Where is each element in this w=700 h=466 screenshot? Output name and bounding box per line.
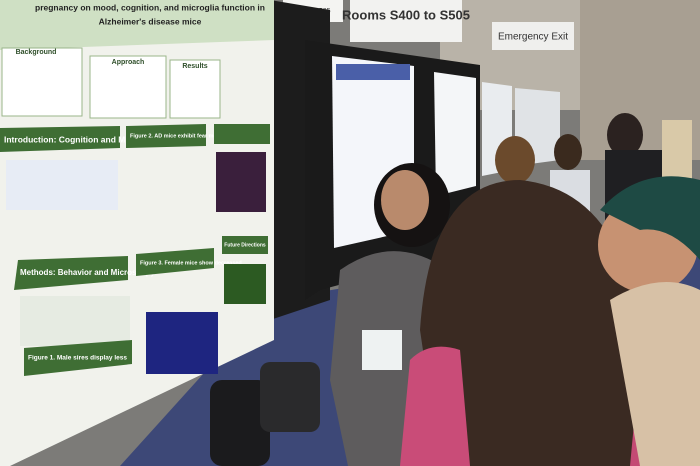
person (554, 134, 582, 170)
box (1, 47, 83, 117)
person (607, 113, 643, 157)
figure (20, 296, 130, 346)
box-title: Background (16, 49, 57, 56)
badge (362, 330, 402, 370)
foreground-hair (420, 180, 690, 466)
microscopy (146, 312, 218, 374)
section-title: Methods: Behavior and Microscopy (20, 268, 156, 277)
figure-title: Future Directions (224, 242, 266, 248)
poster-title: Alzheimer's disease mice (99, 16, 202, 26)
poster-3 (434, 72, 476, 196)
figure-bar (136, 248, 214, 276)
foreground-shirt (400, 346, 470, 466)
box (169, 59, 221, 119)
sign-text: Emergency Exit (498, 32, 568, 43)
section-bar (14, 256, 128, 290)
box (89, 55, 167, 119)
rooms-sign (350, 0, 462, 42)
figure (6, 160, 118, 210)
poster-title-band (0, 0, 274, 50)
microscopy (216, 152, 266, 212)
side-body (610, 282, 700, 466)
box-title: Approach (112, 59, 145, 66)
backpack (210, 380, 270, 466)
figure-bar (222, 236, 268, 254)
green-hair (600, 176, 700, 260)
section-title: Introduction: Cognition and Microglia (4, 134, 156, 144)
figure-bar (24, 340, 132, 376)
person (662, 120, 692, 180)
section-bar (0, 126, 120, 152)
poster-2-header (336, 64, 410, 80)
person (495, 136, 535, 184)
exit-sign (492, 22, 574, 50)
presenter-face (381, 170, 429, 230)
figure-bar (214, 124, 270, 144)
poster-title: pregnancy on mood, cognition, and microg… (35, 2, 265, 12)
figure-title: Figure 1. Male sires display less (28, 355, 127, 362)
box-title: Results (182, 63, 207, 70)
sign-text: Rooms S400 to S505 (342, 7, 470, 22)
figure-bar (126, 124, 206, 148)
figure-title: Figure 2. AD mice exhibit fear memory im… (130, 133, 261, 139)
bag (260, 362, 320, 432)
figure-title: Figure 3. Female mice show decreased (140, 260, 242, 266)
microscopy (224, 264, 266, 304)
